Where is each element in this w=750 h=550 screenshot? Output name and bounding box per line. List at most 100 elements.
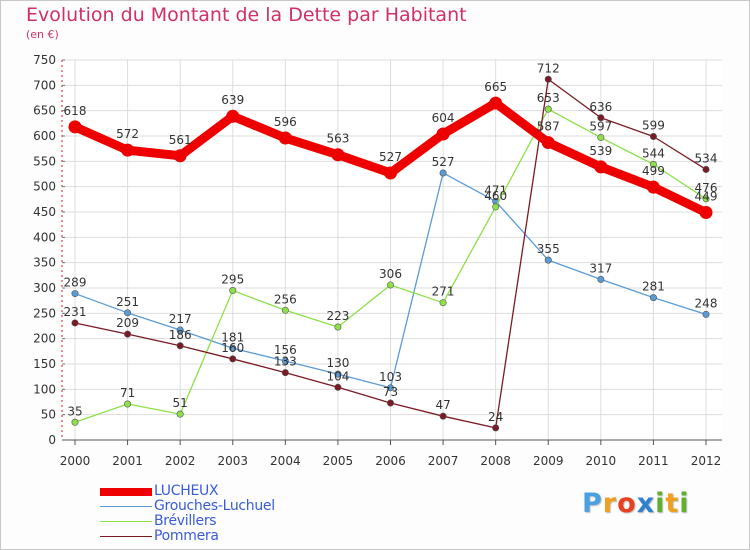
data-point-brevillers bbox=[281, 306, 289, 314]
y-tick-label: 750 bbox=[33, 53, 56, 67]
data-point-brevillers bbox=[649, 160, 657, 168]
data-label-pommera: 534 bbox=[695, 151, 718, 165]
logo-letter: x bbox=[636, 488, 656, 519]
x-tick-label: 2002 bbox=[165, 454, 196, 468]
data-point-lucheux bbox=[331, 148, 345, 162]
legend-swatch-grouches-luchuel bbox=[100, 506, 152, 507]
y-tick-label: 0 bbox=[48, 433, 56, 447]
data-point-grouches-luchuel bbox=[334, 370, 342, 378]
data-point-pommera bbox=[334, 383, 342, 391]
data-label-brevillers: 306 bbox=[379, 267, 402, 281]
data-point-grouches-luchuel bbox=[71, 290, 79, 298]
data-label-grouches-luchuel: 217 bbox=[169, 312, 192, 326]
plot-area bbox=[62, 60, 722, 440]
x-tick-label: 2006 bbox=[375, 454, 406, 468]
data-label-brevillers: 71 bbox=[120, 386, 135, 400]
data-point-brevillers bbox=[702, 195, 710, 203]
y-tick-label: 500 bbox=[33, 180, 56, 194]
x-tick-label: 2001 bbox=[112, 454, 143, 468]
data-point-brevillers bbox=[439, 299, 447, 307]
data-point-brevillers bbox=[71, 418, 79, 426]
data-label-pommera: 231 bbox=[64, 305, 87, 319]
data-point-pommera bbox=[71, 319, 79, 327]
data-point-pommera bbox=[439, 412, 447, 420]
data-label-grouches-luchuel: 527 bbox=[432, 155, 455, 169]
x-tick-label: 2009 bbox=[533, 454, 564, 468]
data-label-lucheux: 561 bbox=[169, 133, 192, 147]
data-point-brevillers bbox=[597, 134, 605, 142]
data-point-lucheux bbox=[121, 143, 135, 157]
data-label-pommera: 133 bbox=[274, 355, 297, 369]
data-point-grouches-luchuel bbox=[544, 256, 552, 264]
data-label-brevillers: 223 bbox=[326, 309, 349, 323]
data-label-lucheux: 527 bbox=[379, 150, 402, 164]
x-tick-label: 2012 bbox=[691, 454, 722, 468]
data-label-lucheux: 563 bbox=[326, 132, 349, 146]
y-tick-label: 550 bbox=[33, 154, 56, 168]
data-label-lucheux: 604 bbox=[432, 111, 455, 125]
data-point-pommera bbox=[124, 330, 132, 338]
data-label-lucheux: 665 bbox=[484, 80, 507, 94]
legend-label-pommera: Pommera bbox=[154, 528, 219, 544]
data-point-lucheux bbox=[489, 96, 503, 110]
data-point-grouches-luchuel bbox=[597, 275, 605, 283]
data-point-brevillers bbox=[124, 400, 132, 408]
data-label-grouches-luchuel: 156 bbox=[274, 343, 297, 357]
y-tick-label: 150 bbox=[33, 357, 56, 371]
data-point-grouches-luchuel bbox=[649, 294, 657, 302]
data-point-grouches-luchuel bbox=[702, 310, 710, 318]
data-label-brevillers: 256 bbox=[274, 292, 297, 306]
data-label-brevillers: 460 bbox=[484, 189, 507, 203]
data-label-pommera: 599 bbox=[642, 119, 665, 133]
chart-title: Evolution du Montant de la Dette par Hab… bbox=[26, 4, 467, 26]
data-point-lucheux bbox=[226, 109, 240, 123]
logo-letter: P bbox=[582, 488, 603, 519]
data-point-pommera bbox=[649, 133, 657, 141]
y-tick-label: 300 bbox=[33, 281, 56, 295]
y-tick-label: 700 bbox=[33, 78, 56, 92]
data-point-pommera bbox=[386, 399, 394, 407]
data-label-pommera: 160 bbox=[221, 341, 244, 355]
data-point-lucheux bbox=[646, 180, 660, 194]
logo-letter: r bbox=[602, 488, 618, 519]
legend-swatch-pommera bbox=[100, 536, 152, 537]
y-tick-label: 650 bbox=[33, 104, 56, 118]
y-tick-label: 250 bbox=[33, 306, 56, 320]
y-tick-label: 400 bbox=[33, 230, 56, 244]
legend-swatch-lucheux bbox=[100, 488, 152, 496]
data-label-lucheux: 499 bbox=[642, 164, 665, 178]
data-label-grouches-luchuel: 289 bbox=[64, 276, 87, 290]
data-label-grouches-luchuel: 248 bbox=[695, 296, 718, 310]
data-point-pommera bbox=[597, 114, 605, 122]
data-label-pommera: 186 bbox=[169, 328, 192, 342]
legend-swatch-brevillers bbox=[100, 521, 152, 522]
data-point-grouches-luchuel bbox=[386, 384, 394, 392]
data-label-brevillers: 271 bbox=[432, 285, 455, 299]
data-label-brevillers: 597 bbox=[589, 120, 612, 134]
x-tick-label: 2008 bbox=[480, 454, 511, 468]
data-label-brevillers: 51 bbox=[173, 396, 188, 410]
data-label-lucheux: 572 bbox=[116, 127, 139, 141]
data-point-grouches-luchuel bbox=[176, 326, 184, 334]
legend-label-grouches-luchuel: Grouches-Luchuel bbox=[154, 498, 275, 514]
data-point-pommera bbox=[229, 355, 237, 363]
data-point-lucheux bbox=[436, 127, 450, 141]
y-tick-label: 350 bbox=[33, 256, 56, 270]
data-label-pommera: 73 bbox=[383, 385, 398, 399]
data-label-grouches-luchuel: 130 bbox=[326, 356, 349, 370]
x-tick-label: 2000 bbox=[60, 454, 91, 468]
data-point-lucheux bbox=[173, 149, 187, 163]
data-point-lucheux bbox=[68, 120, 82, 134]
data-label-grouches-luchuel: 103 bbox=[379, 370, 402, 384]
x-tick-label: 2004 bbox=[270, 454, 301, 468]
data-point-grouches-luchuel bbox=[439, 169, 447, 177]
y-tick-label: 200 bbox=[33, 332, 56, 346]
data-label-brevillers: 653 bbox=[537, 91, 560, 105]
data-point-brevillers bbox=[176, 410, 184, 418]
x-tick-label: 2010 bbox=[586, 454, 617, 468]
data-label-lucheux: 539 bbox=[589, 144, 612, 158]
chart-subtitle: (en €) bbox=[26, 28, 59, 41]
data-point-brevillers bbox=[386, 281, 394, 289]
y-tick-label: 600 bbox=[33, 129, 56, 143]
